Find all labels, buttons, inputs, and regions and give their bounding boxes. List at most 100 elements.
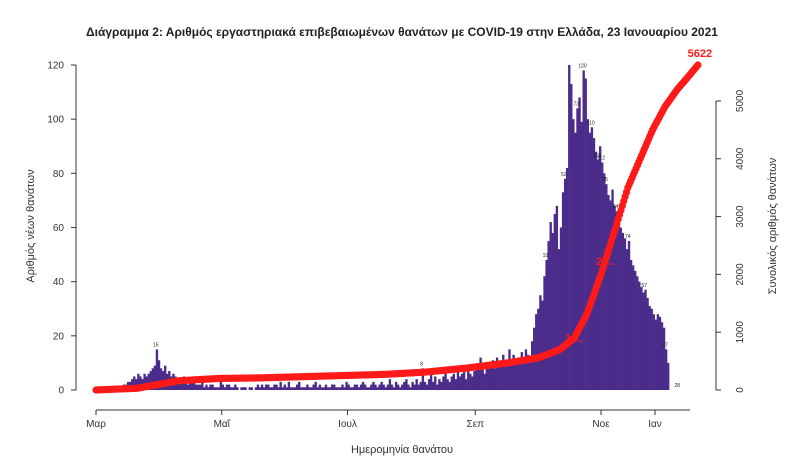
bar [477,368,480,390]
bar [553,213,556,390]
bar [452,373,455,390]
bar [642,292,645,390]
bar [345,381,348,391]
bar-value-label: 110 [587,120,595,126]
bar [658,316,662,391]
bar [225,384,229,390]
x-axis-tick-label: Σεπ [467,419,485,430]
bar [244,387,247,390]
bar [495,357,499,390]
bar [382,384,385,390]
bar [357,387,361,390]
y2-axis-tick-label: 4000 [735,147,746,170]
bar [289,387,293,390]
bar [232,387,235,390]
bar [475,365,478,391]
bar [545,260,548,390]
bar [370,384,373,390]
bar [339,387,342,390]
bar [631,265,635,390]
bar [607,195,610,390]
bar [421,368,425,390]
bar [157,360,161,390]
bar-value-label: 112 [597,156,605,162]
bar [489,365,493,391]
bar [184,381,187,391]
bar [479,357,482,390]
bar [353,384,357,390]
bar-value-label: 84 [613,204,619,210]
bar [178,379,181,390]
bar [149,371,152,390]
bar [526,354,530,390]
cumulative-point [694,61,702,69]
cumulative-value-label: 5622 [688,48,712,60]
bar [328,387,332,390]
bar [199,384,202,390]
bar [219,381,223,391]
bar [409,387,412,390]
bar [335,387,338,390]
bar-value-label: 120 [578,63,587,69]
cumulative-value-label: 13.. [565,333,583,345]
bar [504,362,507,390]
bar [574,132,577,390]
bar [656,314,660,390]
bar [306,384,309,390]
bar [576,108,579,390]
bar [221,384,225,390]
bar [625,249,629,390]
bar [318,384,321,390]
bar [458,376,462,390]
bar [131,379,134,390]
bar [520,352,524,390]
bar [559,227,563,390]
bar [403,381,406,391]
y-axis-label: Αριθμός νέων θανάτων [25,169,37,283]
bar [271,387,274,390]
bar [434,376,437,390]
bar [366,387,369,390]
bar [547,241,550,390]
bar [302,387,305,390]
bar [283,384,286,390]
bar [333,384,336,390]
bar [258,387,262,390]
bar [201,381,204,391]
bar [627,241,631,390]
bar [407,384,410,390]
bar [568,65,571,390]
bar [392,387,396,390]
bar [415,379,418,390]
bar [211,384,214,390]
bar [417,384,420,390]
bar [378,384,381,390]
bar [308,387,311,390]
bar [326,387,330,390]
bar [444,371,447,390]
bar-value-label: 74 [625,234,631,240]
bar [254,387,258,390]
bar [514,360,517,390]
bar [310,387,313,390]
bar [341,384,344,390]
x-axis-label: Ημερομηνία θανάτου [351,444,453,456]
bar [465,379,468,390]
bar-value-label: 28 [675,383,681,389]
bar [609,200,612,390]
bar [549,222,552,390]
bar [399,387,402,390]
bar [320,387,324,390]
bar [324,384,328,390]
bar [667,362,670,390]
bar [312,384,315,390]
y2-axis-tick-label: 5000 [735,89,746,112]
bar [493,368,497,390]
bar [572,119,575,391]
bar [234,384,237,390]
bar [380,381,383,391]
bar [510,365,513,391]
bar [155,349,159,391]
bar [256,384,260,390]
